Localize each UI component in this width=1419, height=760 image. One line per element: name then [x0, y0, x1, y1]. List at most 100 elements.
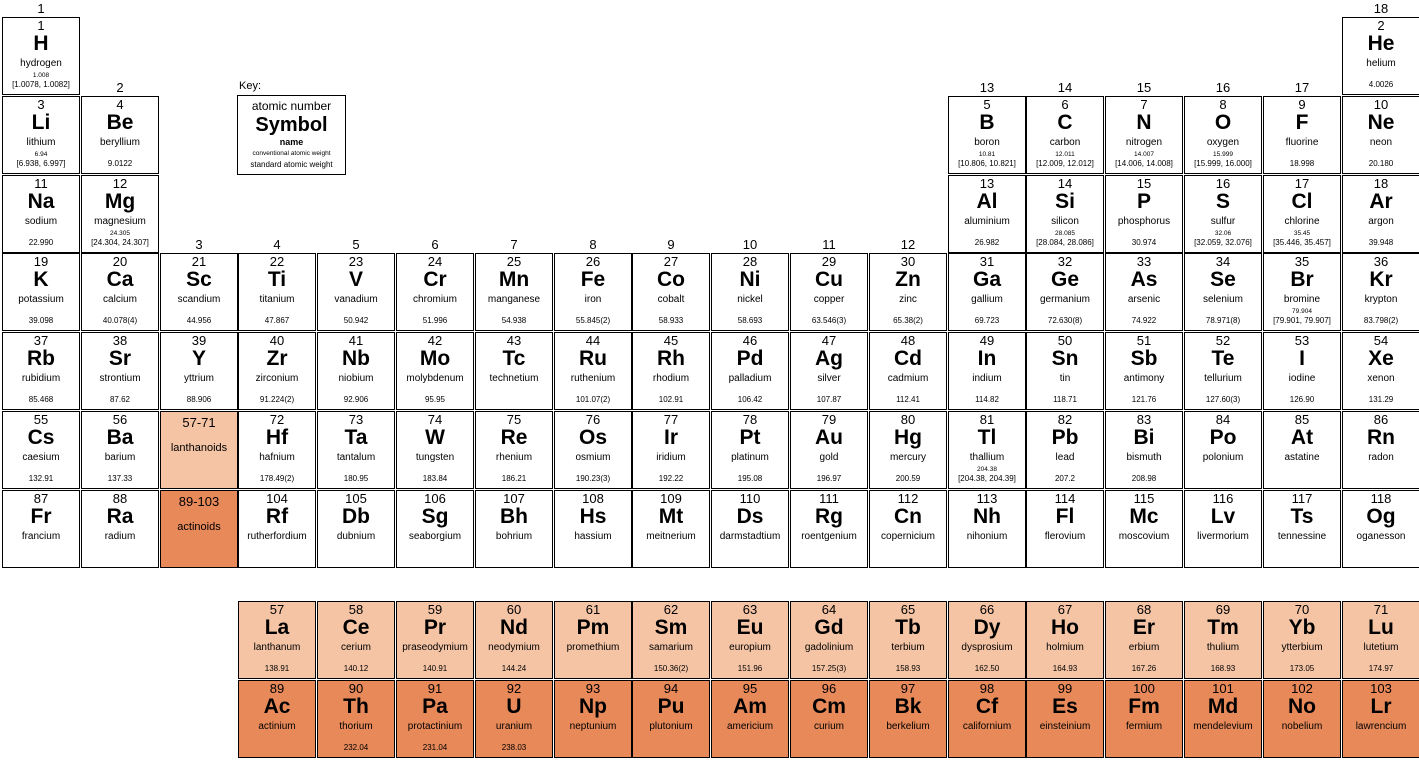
atomic-number: 86 — [1373, 412, 1389, 427]
element-name: rhodium — [652, 373, 690, 384]
element-symbol: Ac — [263, 695, 291, 718]
element-name: silicon — [1051, 216, 1079, 227]
element-name: technetium — [489, 373, 539, 384]
element-symbol: Pd — [736, 347, 764, 370]
atomic-weight: [6.938, 6.997] — [16, 159, 66, 168]
atomic-number: 44 — [585, 333, 601, 348]
element-os: 76 Os osmium 190.23(3) — [554, 411, 632, 489]
element-sn: 50 Sn tin 118.71 — [1026, 332, 1104, 410]
atomic-number: 73 — [348, 412, 364, 427]
atomic-weight: 192.22 — [658, 474, 684, 483]
element-mg: 12 Mg magnesium 24.305 [24.304, 24.307] — [81, 175, 159, 253]
conventional-weight: 35.45 — [1293, 230, 1311, 237]
conventional-weight: 28.085 — [1055, 230, 1075, 237]
element-symbol: Mg — [104, 190, 136, 213]
atomic-number: 8 — [1219, 97, 1227, 112]
atomic-number: 1 — [37, 18, 45, 33]
key-symbol: Symbol — [255, 114, 328, 136]
atomic-weight: 127.60(3) — [1205, 395, 1241, 404]
element-symbol: Rf — [265, 505, 289, 528]
atomic-number: 81 — [979, 412, 995, 427]
element-name: neon — [1369, 137, 1393, 148]
atomic-number: 46 — [742, 333, 758, 348]
placeholder-label: lanthanoids — [170, 442, 228, 454]
atomic-weight: 107.87 — [816, 395, 842, 404]
element-kr: 36 Kr krypton 83.798(2) — [1342, 253, 1419, 331]
element-name: polonium — [1202, 452, 1244, 463]
element-md: 101 Md mendelevium — [1184, 680, 1262, 758]
element-tl: 81 Tl thallium 204.38 [204.38, 204.39] — [948, 411, 1026, 489]
element-symbol: Mt — [658, 505, 684, 528]
element-er: 68 Er erbium 167.26 — [1105, 601, 1183, 679]
element-name: oxygen — [1206, 137, 1240, 148]
element-la: 57 La lanthanum 138.91 — [238, 601, 316, 679]
element-zr: 40 Zr zirconium 91.224(2) — [238, 332, 316, 410]
element-name: lithium — [26, 137, 56, 148]
element-symbol: Th — [343, 695, 369, 718]
atomic-weight: 150.36(2) — [653, 664, 689, 673]
element-name: neptunium — [569, 721, 617, 732]
element-zn: 30 Zn zinc 65.38(2) — [869, 253, 947, 331]
atomic-number: 12 — [112, 176, 128, 191]
element-symbol: Mo — [419, 347, 451, 370]
element-name: astatine — [1284, 452, 1320, 463]
element-name: erbium — [1128, 642, 1160, 653]
actinoids-placeholder: 89-103 actinoids — [160, 490, 238, 568]
element-name: barium — [104, 452, 136, 463]
atomic-weight: 196.97 — [816, 474, 842, 483]
group-label-17: 17 — [1294, 80, 1310, 95]
atomic-number: 2 — [1377, 18, 1385, 33]
element-name: germanium — [1039, 294, 1091, 305]
atomic-weight: 63.546(3) — [811, 316, 847, 325]
element-mt: 109 Mt meitnerium — [632, 490, 710, 568]
group-label-7: 7 — [510, 237, 518, 252]
element-symbol: Po — [1209, 426, 1237, 449]
atomic-number: 64 — [821, 602, 837, 617]
atomic-weight: 157.25(3) — [811, 664, 847, 673]
element-symbol: N — [1136, 111, 1152, 134]
element-name: meitnerium — [646, 531, 696, 542]
atomic-weight: 54.938 — [501, 316, 527, 325]
key-standard-weight: standard atomic weight — [250, 160, 333, 169]
element-symbol: Db — [342, 505, 370, 528]
element-symbol: Hf — [265, 426, 289, 449]
element-name: ytterbium — [1281, 642, 1323, 653]
atomic-number: 48 — [900, 333, 916, 348]
element-ce: 58 Ce cerium 140.12 — [317, 601, 395, 679]
atomic-number: 41 — [348, 333, 364, 348]
element-name: mercury — [889, 452, 927, 463]
atomic-weight: 131.29 — [1368, 395, 1394, 404]
group-label-1: 1 — [37, 1, 45, 16]
element-name: holmium — [1046, 642, 1084, 653]
element-name: aluminium — [964, 216, 1010, 227]
conventional-weight: 24.305 — [110, 230, 130, 237]
element-db: 105 Db dubnium — [317, 490, 395, 568]
atomic-number: 99 — [1057, 681, 1073, 696]
atomic-weight: 180.95 — [343, 474, 369, 483]
element-name: radium — [104, 531, 136, 542]
atomic-number: 95 — [742, 681, 758, 696]
element-name: seaborgium — [408, 531, 462, 542]
atomic-number: 21 — [191, 254, 207, 269]
atomic-number: 84 — [1215, 412, 1231, 427]
atomic-number: 91 — [427, 681, 443, 696]
element-symbol: Ru — [579, 347, 607, 370]
element-cn: 112 Cn copernicium — [869, 490, 947, 568]
element-name: terbium — [891, 642, 925, 653]
element-name: nihonium — [966, 531, 1008, 542]
element-name: iron — [584, 294, 602, 305]
element-name: berkelium — [886, 721, 930, 732]
element-name: cobalt — [657, 294, 685, 305]
atomic-weight: 167.26 — [1131, 664, 1157, 673]
element-co: 27 Co cobalt 58.933 — [632, 253, 710, 331]
element-symbol: No — [1288, 695, 1316, 718]
element-name: potassium — [18, 294, 64, 305]
atomic-weight: 101.07(2) — [575, 395, 611, 404]
atomic-weight: 121.76 — [1131, 395, 1157, 404]
key-atomic-number: atomic number — [251, 99, 332, 113]
element-symbol: B — [979, 111, 995, 134]
atomic-weight: 26.982 — [974, 238, 1000, 247]
